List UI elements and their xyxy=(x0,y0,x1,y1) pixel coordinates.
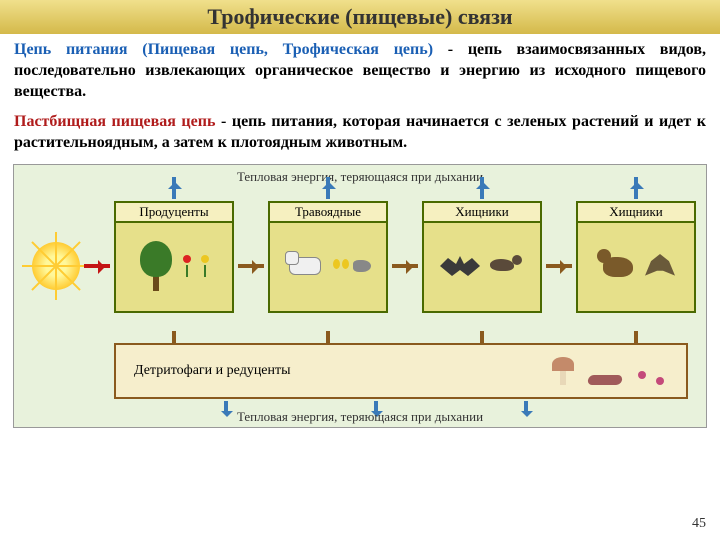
detritus-box: Детритофаги и редуценты xyxy=(114,343,688,399)
detritus-label: Детритофаги и редуценты xyxy=(134,363,291,379)
cow-icon xyxy=(285,251,329,281)
label-producers: Продуценты xyxy=(114,201,234,223)
label-herbivores: Травоядные xyxy=(268,201,388,223)
bird-icon xyxy=(484,255,524,277)
label-predators-1: Хищники xyxy=(422,201,542,223)
arrow-herbivores-to-predators1 xyxy=(392,264,418,268)
label-predators-2: Хищники xyxy=(576,201,696,223)
detritus-art xyxy=(552,357,668,385)
body-text-block: Цепь питания (Пищевая цепь, Трофическая … xyxy=(0,34,720,154)
heat-arrow-up-1 xyxy=(172,177,176,199)
producers-art xyxy=(122,227,226,305)
predators1-art xyxy=(430,227,534,305)
page-number: 45 xyxy=(692,516,706,532)
heat-arrow-up-3 xyxy=(480,177,484,199)
bottom-caption: Тепловая энергия, теряющаяся при дыхании xyxy=(14,409,706,425)
mouse-icon xyxy=(353,260,371,272)
food-chain-diagram: Тепловая энергия, теряющаяся при дыхании… xyxy=(13,164,707,428)
top-caption: Тепловая энергия, теряющаяся при дыхании xyxy=(14,169,706,185)
bat-icon xyxy=(440,256,480,276)
tree-icon xyxy=(136,241,176,291)
bear-icon xyxy=(597,249,641,283)
term-food-chain: Цепь питания (Пищевая цепь, Трофическая … xyxy=(14,41,433,58)
sun-icon xyxy=(32,242,80,290)
term-grazing-chain: Пастбищная пищевая цепь xyxy=(14,113,215,130)
butterfly-icon xyxy=(333,259,349,273)
flower-yellow-icon xyxy=(198,255,212,277)
arrow-sun-to-producers xyxy=(84,264,110,268)
trophic-chain-row: Продуценты Травоядные Хищники xyxy=(14,221,706,311)
mushroom-icon xyxy=(552,357,574,385)
heat-arrow-up-2 xyxy=(326,177,330,199)
worm-icon xyxy=(587,375,623,385)
title-bar: Трофические (пищевые) связи xyxy=(0,0,720,34)
arrow-producers-to-herbivores xyxy=(238,264,264,268)
level-predators-2: Хищники xyxy=(576,219,696,313)
paragraph-1: Цепь питания (Пищевая цепь, Трофическая … xyxy=(14,40,706,102)
paragraph-2: Пастбищная пищевая цепь - цепь питания, … xyxy=(14,112,706,154)
flower-red-icon xyxy=(180,255,194,277)
level-herbivores: Травоядные xyxy=(268,219,388,313)
level-predators-1: Хищники xyxy=(422,219,542,313)
eagle-icon xyxy=(645,254,675,278)
page-title: Трофические (пищевые) связи xyxy=(207,4,512,29)
level-producers: Продуценты xyxy=(114,219,234,313)
heat-arrow-up-4 xyxy=(634,177,638,199)
arrow-predators1-to-predators2 xyxy=(546,264,572,268)
predators2-art xyxy=(584,227,688,305)
herbivores-art xyxy=(276,227,380,305)
microbes-icon xyxy=(636,369,668,385)
